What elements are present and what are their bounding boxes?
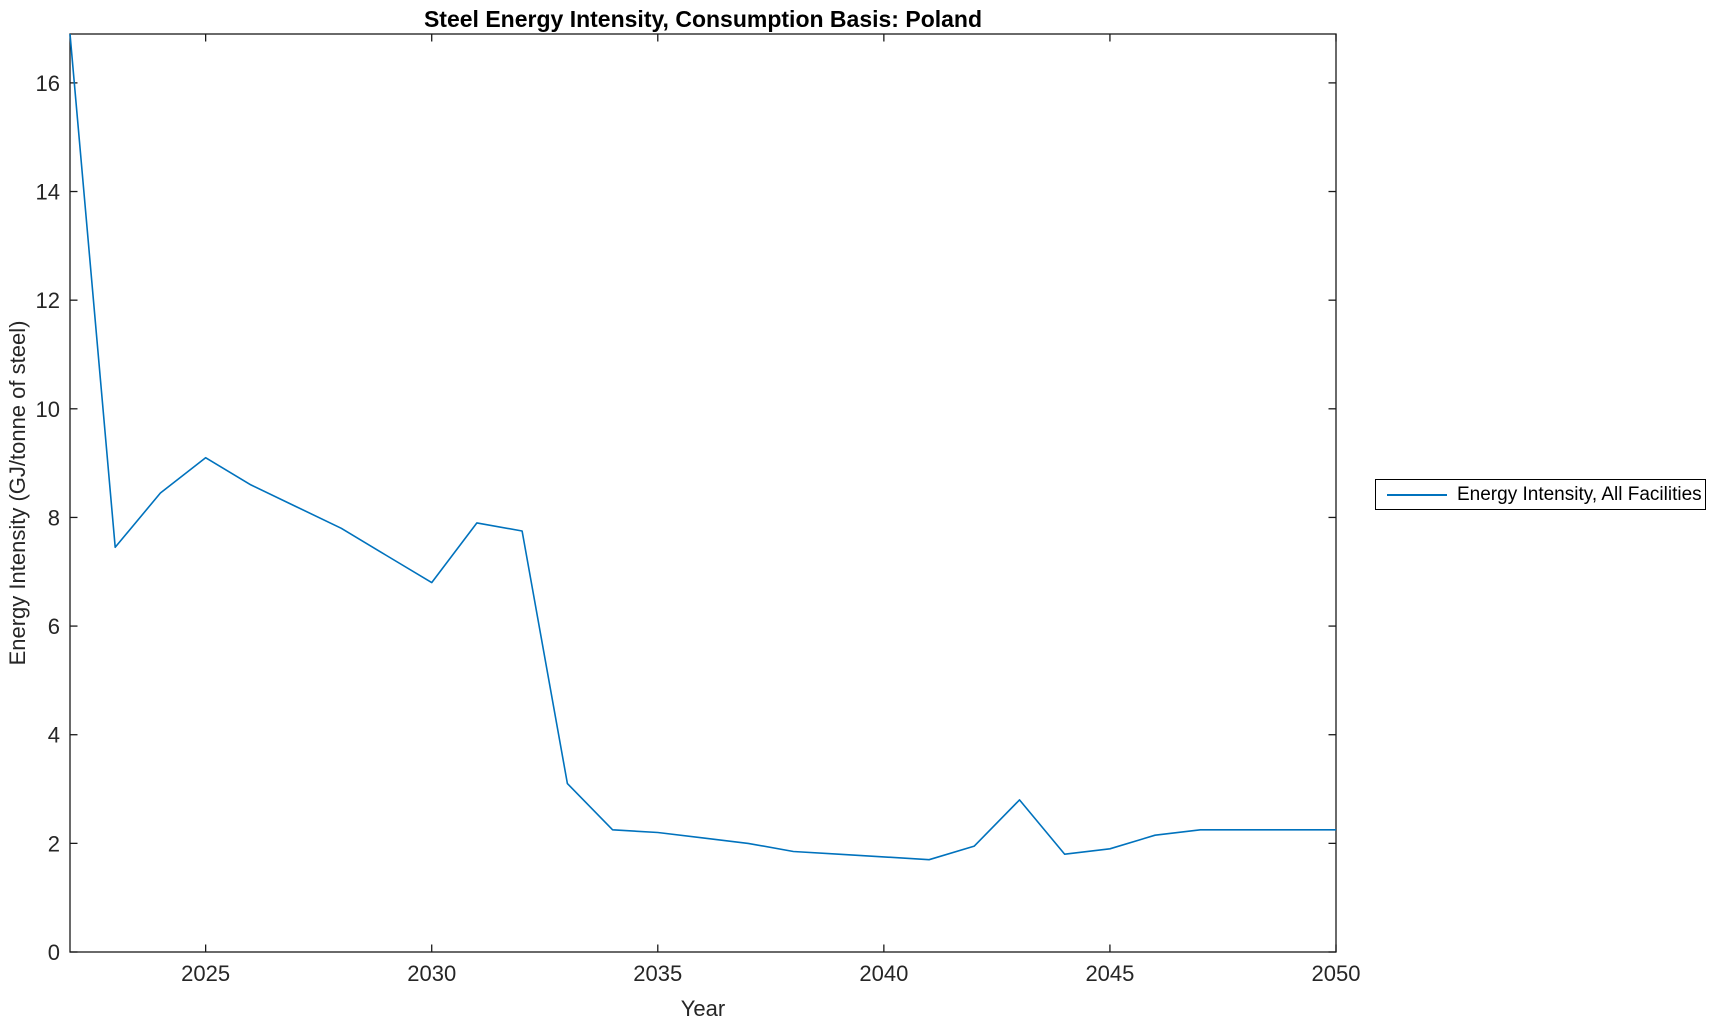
axis-box	[69, 33, 1337, 953]
x-axis-label: Year	[680, 996, 726, 1021]
x-tick-label: 2030	[407, 961, 456, 986]
y-axis-label: Energy Intensity (GJ/tonne of steel)	[5, 320, 30, 666]
data-line	[69, 33, 1336, 861]
legend-line-swatch	[1387, 493, 1447, 496]
x-tick-label: 2040	[859, 961, 908, 986]
y-tick-label: 6	[48, 614, 60, 639]
x-tick-label: 2035	[633, 961, 682, 986]
y-tick-label: 12	[36, 288, 60, 313]
legend: Energy Intensity, All Facilities	[1375, 479, 1706, 510]
y-tick-label: 0	[48, 940, 60, 965]
x-tick-label: 2050	[1312, 961, 1361, 986]
y-tick-label: 2	[48, 831, 60, 856]
legend-label: Energy Intensity, All Facilities	[1457, 483, 1702, 505]
x-tick-label: 2025	[181, 961, 230, 986]
y-tick-label: 8	[48, 505, 60, 530]
y-tick-label: 4	[48, 723, 60, 748]
chart-title: Steel Energy Intensity, Consumption Basi…	[423, 6, 983, 32]
y-tick-label: 14	[36, 180, 60, 205]
y-tick-label: 10	[36, 397, 60, 422]
x-tick-label: 2045	[1085, 961, 1134, 986]
y-tick-label: 16	[36, 71, 60, 96]
